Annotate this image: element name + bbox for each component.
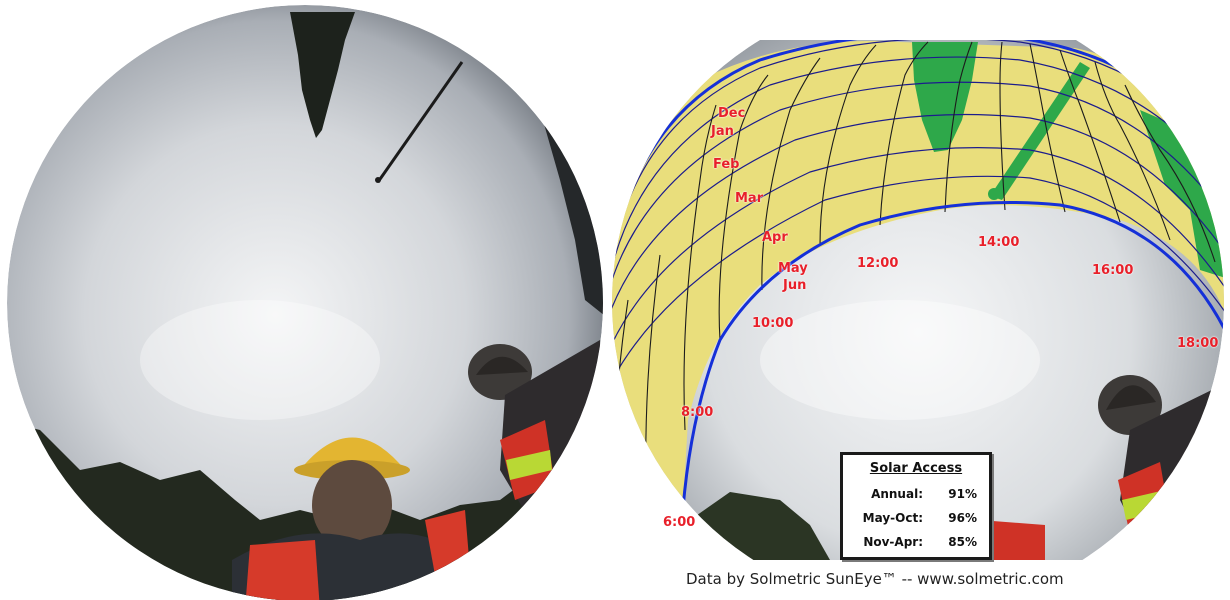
month-label-feb: Feb bbox=[713, 157, 740, 172]
hour-label-6: 6:00 bbox=[663, 515, 696, 530]
person-center bbox=[232, 437, 470, 600]
left-fisheye-photo bbox=[7, 5, 603, 600]
month-label-dec: Dec bbox=[718, 106, 746, 121]
row-value: 91% bbox=[948, 487, 977, 501]
hour-label-8: 8:00 bbox=[681, 405, 714, 420]
row-value: 85% bbox=[948, 535, 977, 549]
month-label-apr: Apr bbox=[762, 230, 788, 245]
credit-text: Data by Solmetric SunEye™ -- www.solmetr… bbox=[686, 570, 1064, 588]
hour-label-12: 12:00 bbox=[857, 256, 899, 271]
hour-label-16: 16:00 bbox=[1092, 263, 1134, 278]
hour-label-14: 14:00 bbox=[978, 235, 1020, 250]
solar-access-title: Solar Access bbox=[869, 461, 963, 476]
row-label: Nov-Apr: bbox=[863, 535, 923, 549]
row-value: 96% bbox=[948, 511, 977, 525]
sun-path-band bbox=[612, 41, 1224, 560]
month-label-jun: Jun bbox=[783, 278, 807, 293]
row-label: May-Oct: bbox=[862, 511, 923, 525]
shade-tree-top bbox=[912, 42, 978, 152]
month-label-jan: Jan bbox=[711, 124, 734, 139]
hour-label-18: 18:00 bbox=[1177, 336, 1219, 351]
row-label: Annual: bbox=[871, 487, 923, 501]
utility-wire bbox=[376, 61, 464, 183]
tree-top bbox=[290, 12, 355, 138]
sunpath-inner-boundary bbox=[678, 201, 1224, 560]
month-label-mar: Mar bbox=[735, 191, 764, 206]
solar-access-box: Solar Access Annual: 91% May-Oct: 96% No… bbox=[840, 452, 992, 560]
hour-label-10: 10:00 bbox=[752, 316, 794, 331]
month-label-may: May bbox=[778, 261, 808, 276]
shade-wire bbox=[990, 62, 1090, 200]
